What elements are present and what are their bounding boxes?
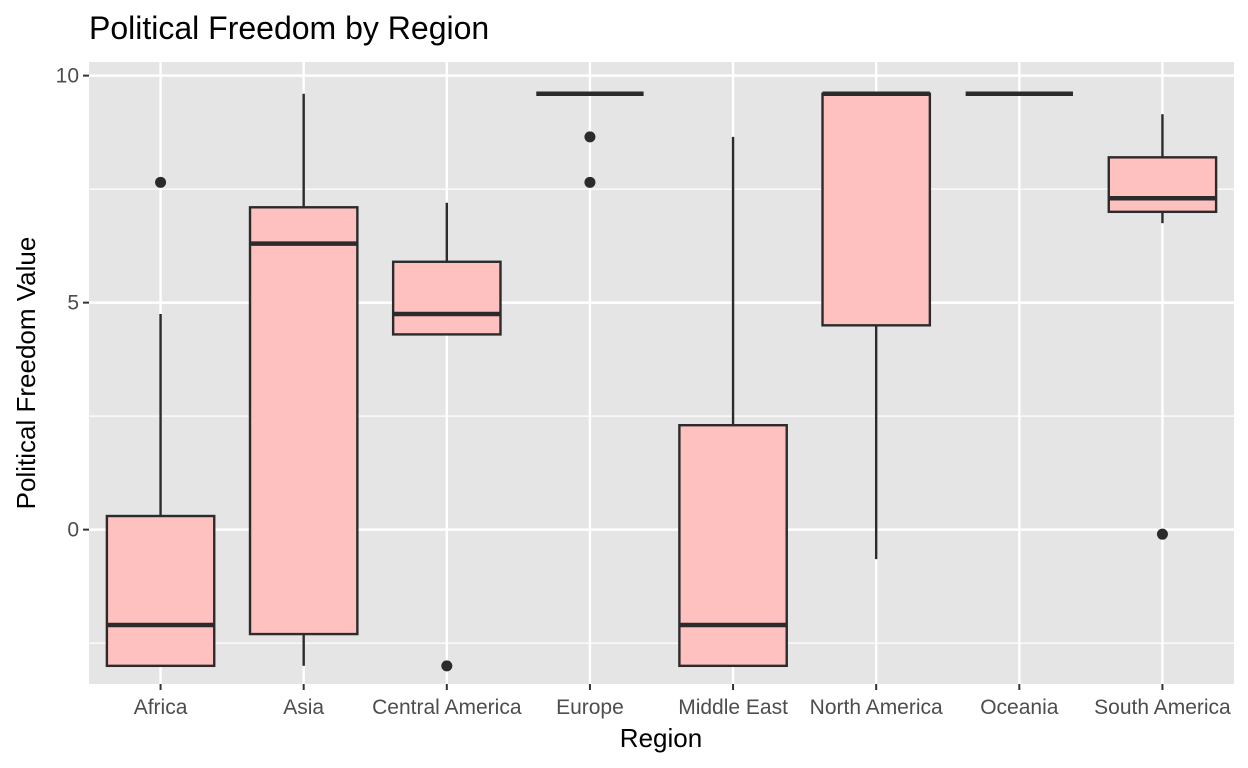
- y-tick-label: 5: [67, 292, 79, 315]
- box-asia: [248, 93, 359, 666]
- x-tick-label: Europe: [556, 696, 624, 719]
- outlier-point: [1156, 528, 1168, 540]
- outlier-point: [584, 176, 596, 188]
- x-tick-label: Oceania: [980, 696, 1059, 719]
- y-axis-title: Political Freedom Value: [11, 237, 41, 510]
- boxes-layer: [105, 91, 1218, 672]
- box-iqr: [821, 92, 932, 327]
- box-middle-east: [678, 136, 788, 668]
- box-africa: [105, 176, 216, 668]
- y-tick-label: 10: [56, 65, 79, 88]
- box-iqr: [391, 260, 502, 336]
- box-south-america: [1107, 114, 1218, 540]
- x-tick-label: Middle East: [678, 696, 788, 719]
- outlier-point: [441, 660, 453, 672]
- y-axis: 0 5 10: [56, 65, 89, 542]
- chart-title: Political Freedom by Region: [89, 10, 489, 46]
- x-tick-label: Asia: [283, 696, 324, 719]
- outlier-point: [584, 131, 596, 143]
- x-tick-label: Central America: [372, 696, 522, 719]
- box-europe: [536, 91, 644, 188]
- x-tick-label: Africa: [134, 696, 188, 719]
- box-iqr: [1107, 156, 1218, 214]
- box-iqr: [248, 206, 359, 636]
- x-axis: Africa Asia Central America Europe Middle Ea…: [134, 684, 1231, 719]
- x-tick-label: South America: [1094, 696, 1231, 719]
- box-iqr: [105, 514, 216, 668]
- box-north-america: [821, 91, 932, 560]
- box-iqr: [678, 424, 788, 668]
- x-tick-label: North America: [810, 696, 943, 719]
- box-central-america: [391, 202, 502, 672]
- y-tick-label: 0: [67, 519, 79, 542]
- outlier-point: [155, 176, 167, 188]
- x-axis-title: Region: [620, 723, 702, 753]
